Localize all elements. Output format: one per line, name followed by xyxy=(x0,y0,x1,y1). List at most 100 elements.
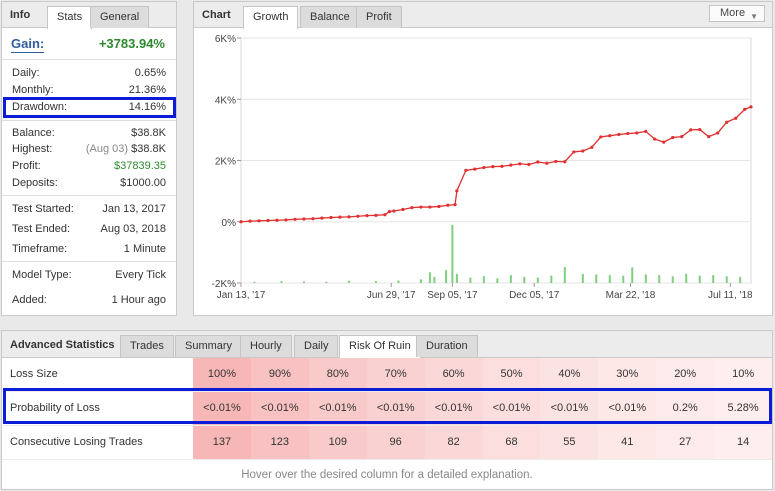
table-cell[interactable]: 82 xyxy=(424,426,483,459)
volume-bar xyxy=(608,275,611,283)
tab-daily[interactable]: Daily xyxy=(294,335,339,357)
growth-point xyxy=(689,128,693,132)
table-cell[interactable]: 90% xyxy=(250,358,309,391)
growth-point xyxy=(581,149,585,153)
volume-bar xyxy=(419,279,422,283)
tab-balance[interactable]: Balance xyxy=(300,6,360,28)
volume-bar xyxy=(685,273,688,283)
table-cell[interactable]: 41 xyxy=(598,426,657,459)
y-tick-label: 0% xyxy=(222,218,237,229)
table-cell[interactable]: 55 xyxy=(540,426,599,459)
growth-point xyxy=(716,131,720,135)
table-cell[interactable]: 137 xyxy=(193,426,251,459)
volume-bar xyxy=(347,280,350,283)
growth-point xyxy=(455,189,459,193)
table-cell[interactable]: <0.01% xyxy=(308,392,367,425)
stat-label: Timeframe: xyxy=(12,243,68,255)
table-cell[interactable]: 50% xyxy=(482,358,541,391)
table-cell[interactable]: 100% xyxy=(193,358,251,391)
table-cell[interactable]: 70% xyxy=(366,358,425,391)
growth-point xyxy=(563,160,567,164)
tab-trades[interactable]: Trades xyxy=(120,335,174,357)
growth-point xyxy=(239,220,243,224)
table-cell[interactable]: <0.01% xyxy=(598,392,657,425)
tab-duration[interactable]: Duration xyxy=(416,335,478,357)
stat-label: Balance: xyxy=(12,127,55,139)
volume-bar xyxy=(725,276,728,283)
table-cell[interactable]: <0.01% xyxy=(540,392,599,425)
gain-label: Gain: xyxy=(11,36,45,51)
table-cell[interactable]: 5.28% xyxy=(714,392,773,425)
table-cell[interactable]: 68 xyxy=(482,426,541,459)
x-tick-label: Jun 29, '17 xyxy=(367,290,416,301)
info-panel-title: Info xyxy=(10,9,31,21)
tab-hourly[interactable]: Hourly xyxy=(240,335,292,357)
volume-bar xyxy=(325,281,328,283)
row-label: Consecutive Losing Trades xyxy=(10,436,143,448)
table-row-loss-size: Loss Size 100% 90% 80% 70% 60% 50% 40% 30% 20% 10… xyxy=(2,358,773,392)
growth-point xyxy=(311,217,315,221)
row-cells: <0.01% <0.01% <0.01% <0.01% <0.01% <0.01% <0.0… xyxy=(193,392,773,425)
table-cell[interactable]: 96 xyxy=(366,426,425,459)
growth-point xyxy=(293,217,297,221)
growth-point xyxy=(554,159,558,164)
volume-bar xyxy=(280,281,283,283)
table-cell[interactable]: <0.01% xyxy=(424,392,483,425)
stat-row-monthly: Monthly: 21.36% xyxy=(2,83,176,99)
growth-point xyxy=(383,213,387,217)
tab-summary[interactable]: Summary xyxy=(175,335,243,357)
table-cell[interactable]: 14 xyxy=(714,426,773,459)
growth-point xyxy=(509,163,513,167)
growth-point xyxy=(608,134,612,138)
growth-point xyxy=(527,162,531,167)
y-tick-label: -2K% xyxy=(212,279,237,290)
table-cell[interactable]: <0.01% xyxy=(250,392,309,425)
stat-label: Test Ended: xyxy=(12,223,71,235)
stat-value: 1 Minute xyxy=(123,243,166,255)
volume-bar xyxy=(253,281,256,283)
stat-label: Highest: xyxy=(12,143,53,155)
volume-bar xyxy=(428,272,431,283)
table-cell[interactable]: 80% xyxy=(308,358,367,391)
drawdown-highlight-box xyxy=(3,97,176,118)
table-cell[interactable]: 0.2% xyxy=(656,392,715,425)
table-cell[interactable]: <0.01% xyxy=(366,392,425,425)
table-cell[interactable]: 123 xyxy=(250,426,309,459)
growth-point xyxy=(626,131,630,136)
table-cell[interactable]: 109 xyxy=(308,426,367,459)
growth-point xyxy=(518,162,522,166)
growth-point xyxy=(698,127,702,132)
growth-point xyxy=(500,164,504,168)
growth-point xyxy=(473,167,477,171)
table-cell[interactable]: <0.01% xyxy=(482,392,541,425)
growth-point xyxy=(410,206,414,210)
y-tick-label: 2K% xyxy=(215,157,236,168)
stat-label: Monthly: xyxy=(12,84,54,96)
table-cell[interactable]: <0.01% xyxy=(193,392,251,425)
stat-value: Every Tick xyxy=(115,269,166,281)
volume-bar xyxy=(536,277,539,283)
stat-row-timeframe: Timeframe: 1 Minute xyxy=(2,242,176,258)
growth-chart[interactable]: 6K% 4K% 2K% 0% -2K%Jan 13, '17 Jun 29, '17 Sep… xyxy=(194,29,772,315)
stat-row-model-type: Model Type: Every Tick xyxy=(2,268,176,284)
tab-growth[interactable]: Growth xyxy=(243,6,299,29)
table-cell[interactable]: 27 xyxy=(656,426,715,459)
table-cell[interactable]: 10% xyxy=(714,358,773,391)
table-cell[interactable]: 30% xyxy=(598,358,657,391)
table-cell[interactable]: 20% xyxy=(656,358,715,391)
chart-panel-title: Chart xyxy=(202,9,231,21)
info-panel: Info Stats General Gain: +3783.94% Daily… xyxy=(1,1,177,316)
volume-bar xyxy=(509,275,512,283)
tab-risk-of-ruin[interactable]: Risk Of Ruin xyxy=(339,335,421,358)
tab-general[interactable]: General xyxy=(90,6,150,28)
volume-bar xyxy=(302,281,305,283)
y-tick-label: 4K% xyxy=(215,95,236,106)
tab-stats[interactable]: Stats xyxy=(47,6,93,29)
table-cell[interactable]: 40% xyxy=(540,358,599,391)
divider xyxy=(2,120,176,121)
table-cell[interactable]: 60% xyxy=(424,358,483,391)
growth-point xyxy=(599,135,603,139)
divider xyxy=(2,59,176,60)
more-dropdown[interactable]: More ▼ xyxy=(709,5,765,22)
tab-profit[interactable]: Profit xyxy=(356,6,402,28)
